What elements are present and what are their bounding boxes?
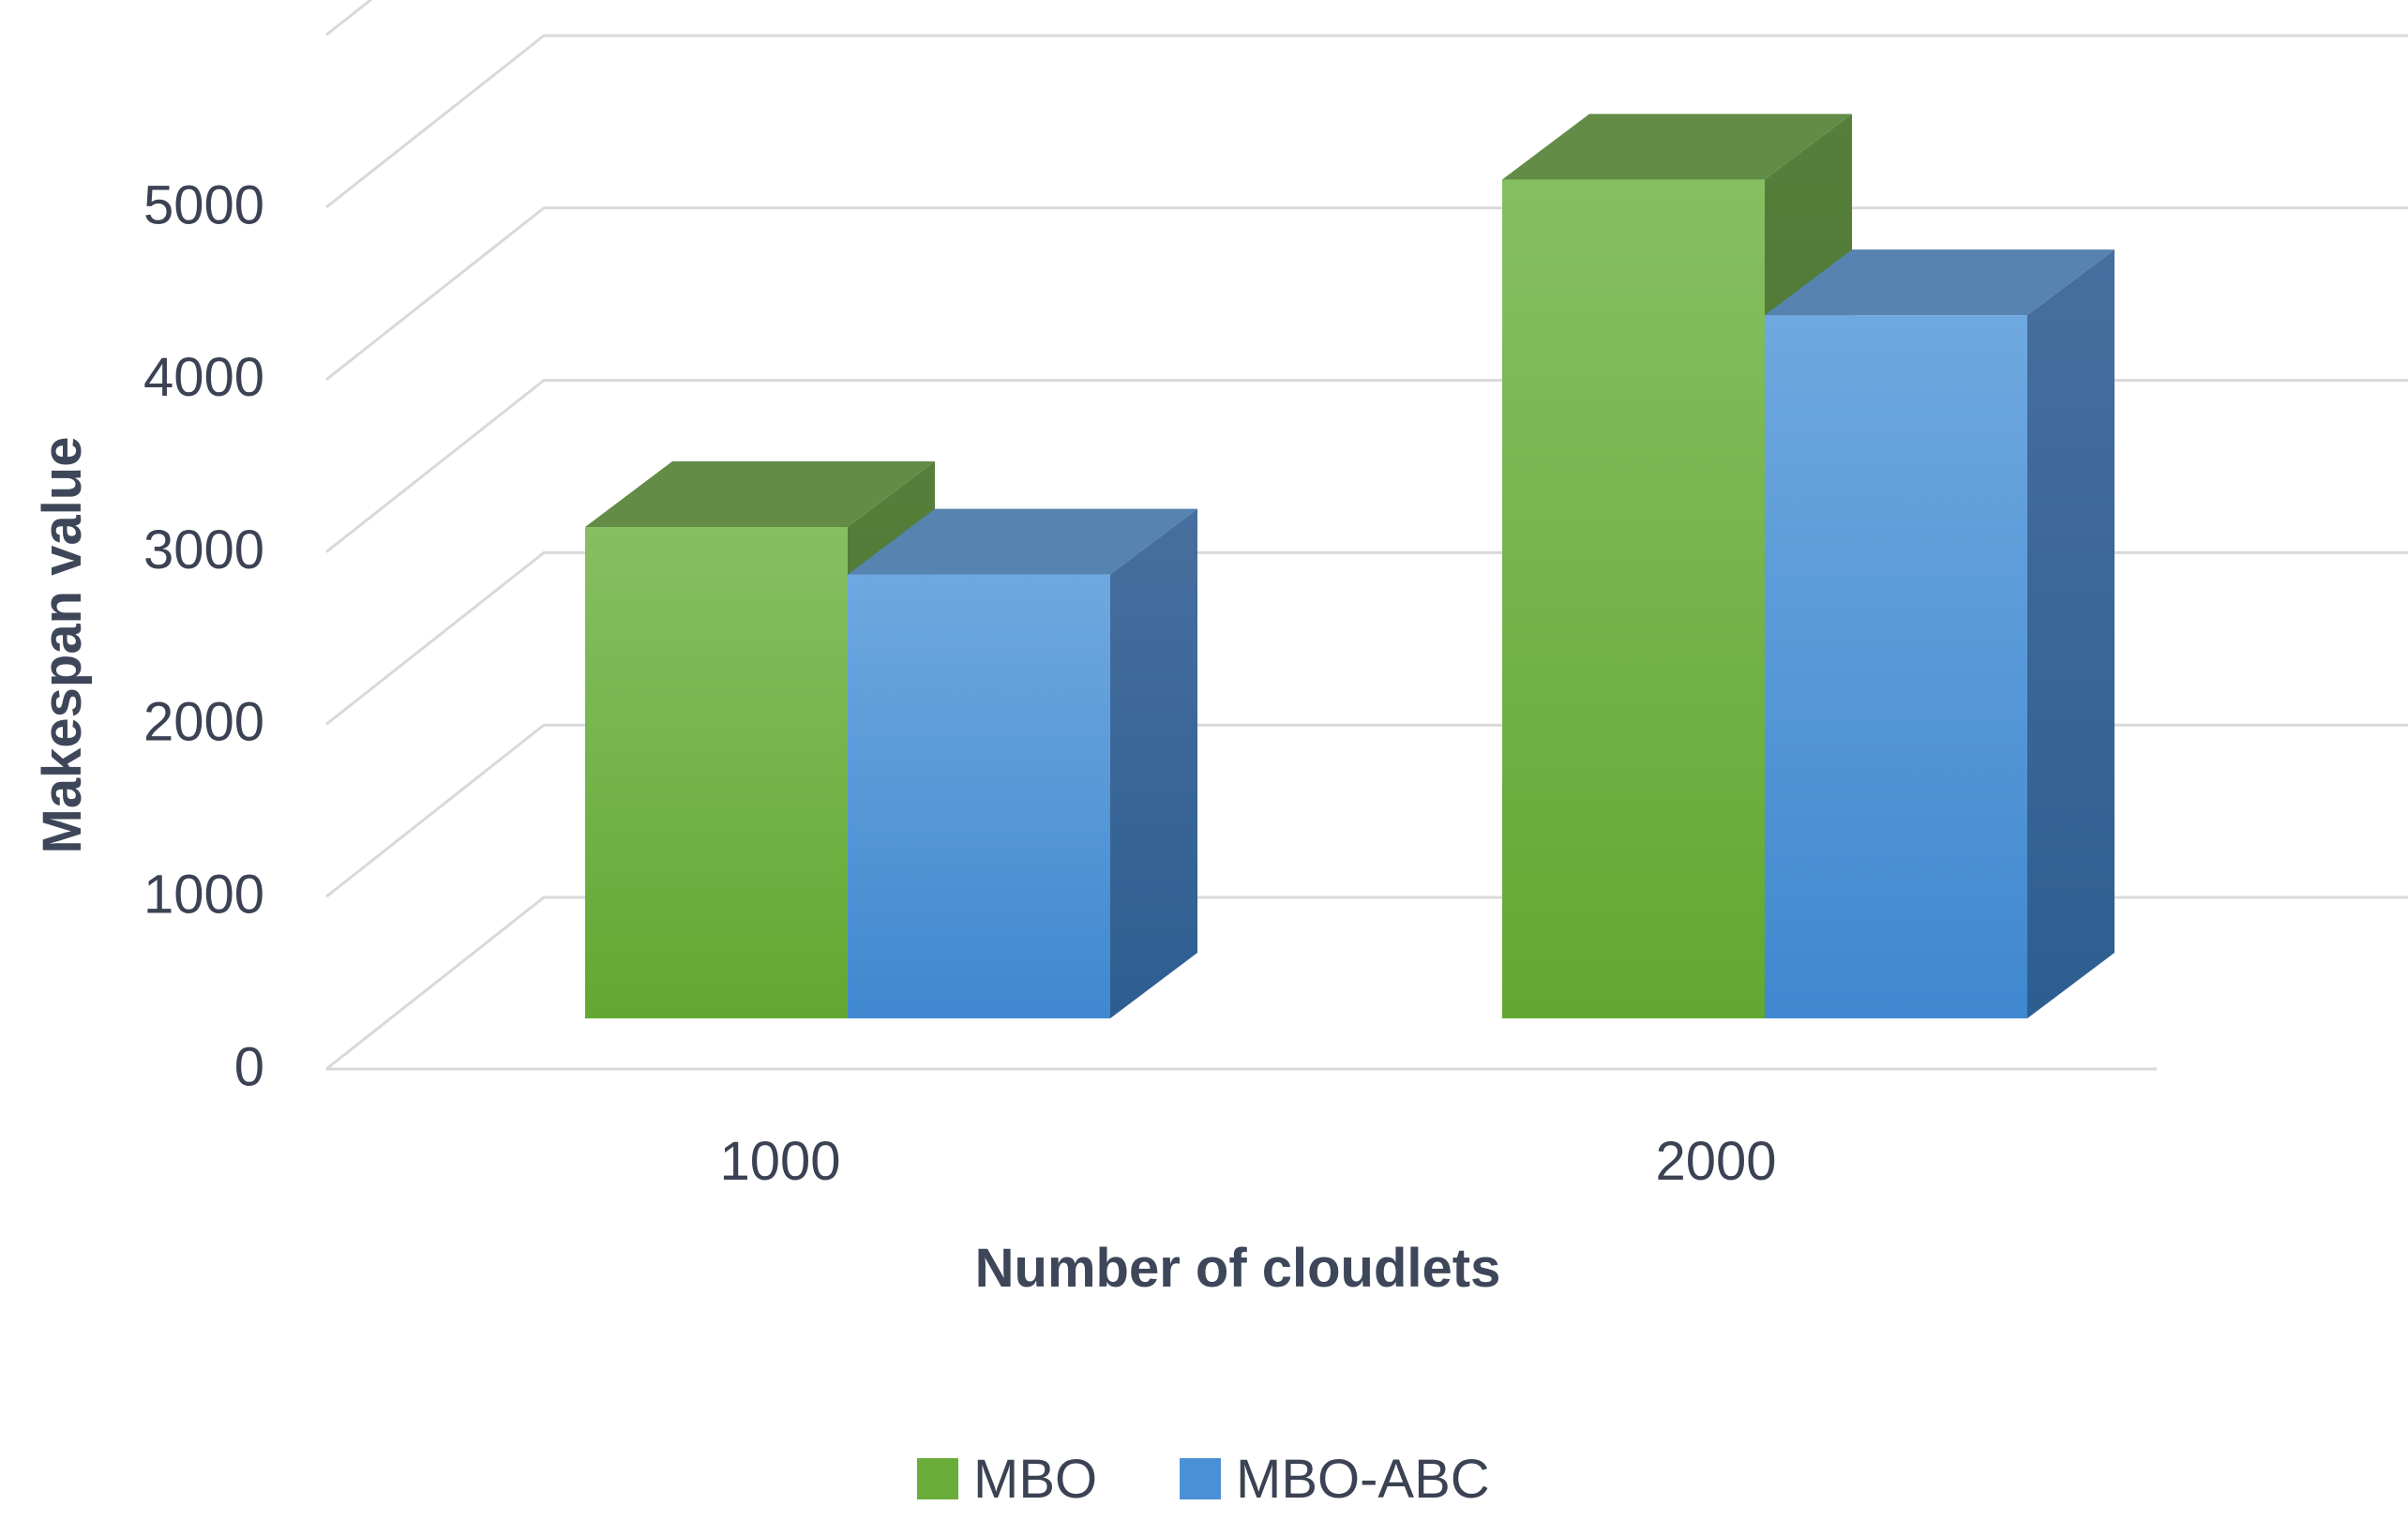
legend-swatch (917, 1458, 958, 1499)
legend-label: MBO-ABC (1236, 1449, 1490, 1510)
y-tick-label: 3000 (143, 520, 264, 580)
bars (585, 113, 2115, 1019)
y-axis-ticks: 0 1000 2000 3000 4000 5000 (143, 174, 264, 1097)
y-axis-title: Makespan value (32, 437, 93, 854)
bar (848, 508, 1197, 1018)
y-tick-label: 4000 (143, 347, 264, 408)
bar-side (1110, 508, 1197, 1018)
bar-front (1765, 315, 2027, 1019)
bar-front (1502, 179, 1765, 1018)
gridlines (325, 0, 2408, 1071)
x-tick-label: 2000 (1655, 1131, 1776, 1192)
bar-top (848, 508, 1197, 575)
gridline (325, 0, 373, 37)
legend-swatch (1180, 1458, 1221, 1499)
x-tick-label: 1000 (719, 1131, 840, 1192)
y-tick-label: 5000 (143, 174, 264, 235)
y-tick-label: 1000 (143, 865, 264, 926)
x-axis-title: Number of cloudlets (975, 1238, 1501, 1299)
legend: MBO MBO-ABC (917, 1449, 1490, 1510)
legend-item: MBO-ABC (1180, 1449, 1490, 1510)
bar (1765, 249, 2115, 1019)
x-axis-ticks: 1000 2000 (719, 1131, 1776, 1192)
bar-side (2027, 249, 2115, 1019)
legend-label: MBO (973, 1449, 1097, 1510)
y-tick-label: 0 (234, 1036, 264, 1097)
bar-front (848, 574, 1110, 1018)
y-tick-label: 2000 (143, 692, 264, 753)
gridline (325, 34, 2408, 209)
bar-front (585, 526, 848, 1018)
legend-item: MBO (917, 1449, 1097, 1510)
bar-top (585, 460, 935, 527)
bar-top (1502, 113, 1852, 180)
bar-top (1765, 249, 2115, 316)
